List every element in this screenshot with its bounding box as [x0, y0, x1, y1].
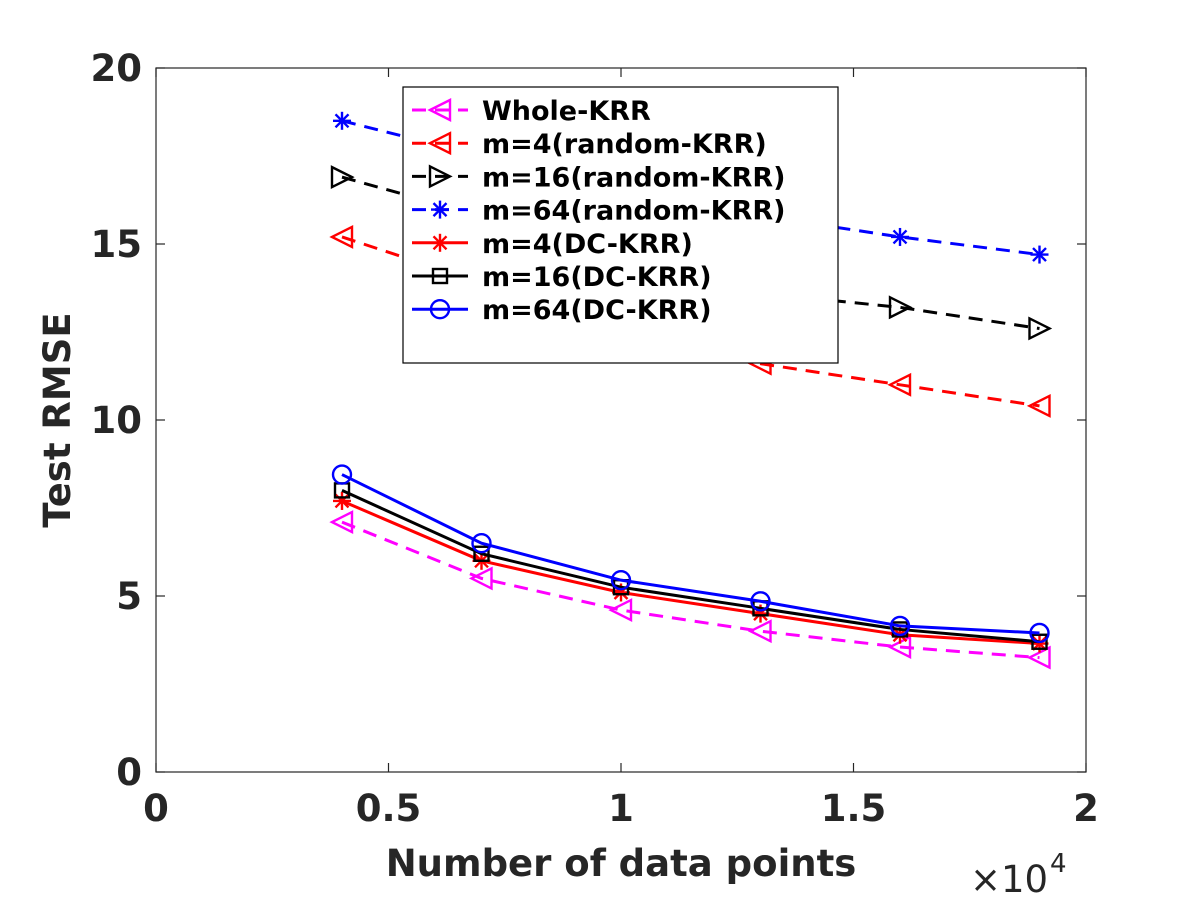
data-point	[468, 566, 493, 591]
series-line	[341, 520, 1040, 660]
data-point	[471, 533, 492, 554]
x-axis-label: Number of data points	[386, 842, 857, 885]
legend: Whole-KRRm=4(random-KRR)m=16(random-KRR)…	[402, 86, 839, 364]
data-point	[331, 464, 353, 485]
data-point	[889, 615, 911, 637]
y-tick-label: 10	[91, 399, 143, 442]
series-line	[341, 499, 1040, 646]
x-multiplier-base: ×10	[970, 858, 1048, 900]
series-line	[341, 489, 1040, 644]
legend-marker	[431, 200, 449, 219]
data-point	[610, 569, 632, 591]
x-axis-ticks: 0 0.5 1 1.5 2	[143, 68, 1099, 830]
data-point	[887, 372, 912, 397]
x-multiplier: ×10 4	[970, 849, 1067, 900]
data-point	[330, 165, 355, 190]
legend-entry: m=4(DC-KRR)	[412, 229, 693, 260]
legend-marker	[427, 131, 452, 156]
legend-entry: m=4(random-KRR)	[412, 129, 767, 160]
legend-label: m=64(DC-KRR)	[482, 295, 712, 326]
legend-box	[402, 86, 839, 364]
data-point	[891, 227, 909, 246]
legend-label: m=16(DC-KRR)	[482, 262, 712, 293]
y-axis-label: Test RMSE	[36, 312, 79, 527]
legend-label: m=16(random-KRR)	[482, 162, 786, 193]
y-tick-label: 5	[116, 575, 142, 618]
data-point	[473, 545, 490, 562]
legend-marker	[431, 233, 449, 252]
series-m-64-dc-krr	[331, 464, 1050, 644]
x-tick-label: 0	[143, 787, 169, 830]
data-point	[750, 591, 771, 612]
data-point	[608, 598, 633, 623]
series-whole-krr	[329, 510, 1051, 670]
x-multiplier-exponent: 4	[1050, 849, 1067, 879]
x-tick-label: 2	[1073, 787, 1099, 830]
legend-label: m=64(random-KRR)	[482, 196, 786, 227]
x-tick-label: 0.5	[356, 787, 422, 830]
y-axis-ticks: 0 5 10 15 20	[91, 47, 1086, 794]
data-point	[1028, 316, 1053, 341]
x-tick-label: 1.5	[821, 787, 887, 830]
legend-entry: m=64(random-KRR)	[412, 196, 786, 227]
data-point	[888, 295, 913, 320]
legend-entry: Whole-KRR	[412, 96, 651, 127]
x-tick-label: 1	[608, 787, 634, 830]
data-point	[1030, 245, 1049, 264]
legend-label: m=4(random-KRR)	[482, 129, 767, 160]
legend-entry: m=64(DC-KRR)	[412, 295, 712, 326]
legend-entry: m=16(random-KRR)	[412, 162, 786, 193]
y-tick-label: 15	[91, 223, 143, 266]
data-point	[1029, 622, 1050, 644]
data-point	[747, 619, 772, 644]
data-point	[329, 510, 354, 535]
data-point	[329, 225, 354, 249]
data-point	[1026, 645, 1051, 670]
legend-entry: m=16(DC-KRR)	[412, 262, 712, 293]
legend-label: m=4(DC-KRR)	[482, 229, 693, 260]
data-point	[333, 111, 351, 130]
data-point	[1026, 393, 1051, 418]
legend-marker	[431, 267, 449, 285]
data-point	[1031, 633, 1048, 650]
series-line	[341, 473, 1040, 635]
legend-label: Whole-KRR	[482, 96, 651, 127]
legend-marker	[429, 299, 451, 320]
legend-marker	[427, 98, 452, 122]
y-tick-label: 20	[91, 47, 143, 90]
y-tick-label: 0	[116, 751, 142, 794]
legend-marker	[428, 164, 453, 189]
